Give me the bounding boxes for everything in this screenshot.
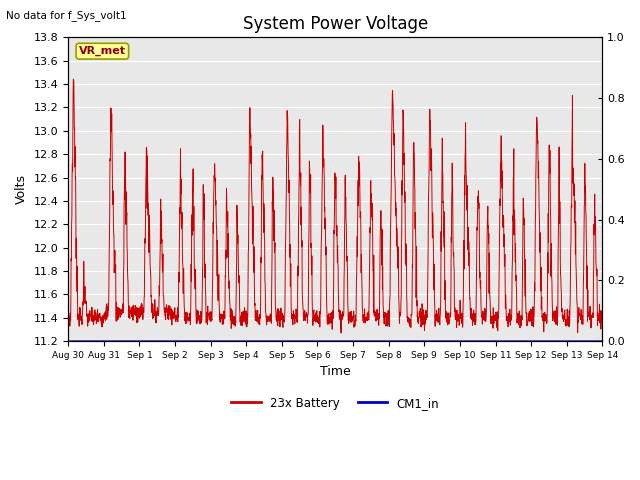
Text: VR_met: VR_met <box>79 46 126 56</box>
Legend: 23x Battery, CM1_in: 23x Battery, CM1_in <box>227 392 444 414</box>
Title: System Power Voltage: System Power Voltage <box>243 15 428 33</box>
X-axis label: Time: Time <box>320 365 351 379</box>
Text: No data for f_Sys_volt1: No data for f_Sys_volt1 <box>6 10 127 21</box>
Y-axis label: Volts: Volts <box>15 174 28 204</box>
